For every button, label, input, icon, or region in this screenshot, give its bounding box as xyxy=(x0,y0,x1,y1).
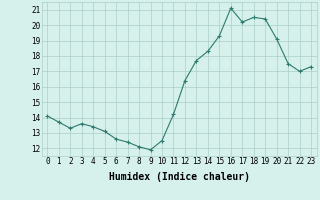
X-axis label: Humidex (Indice chaleur): Humidex (Indice chaleur) xyxy=(109,172,250,182)
